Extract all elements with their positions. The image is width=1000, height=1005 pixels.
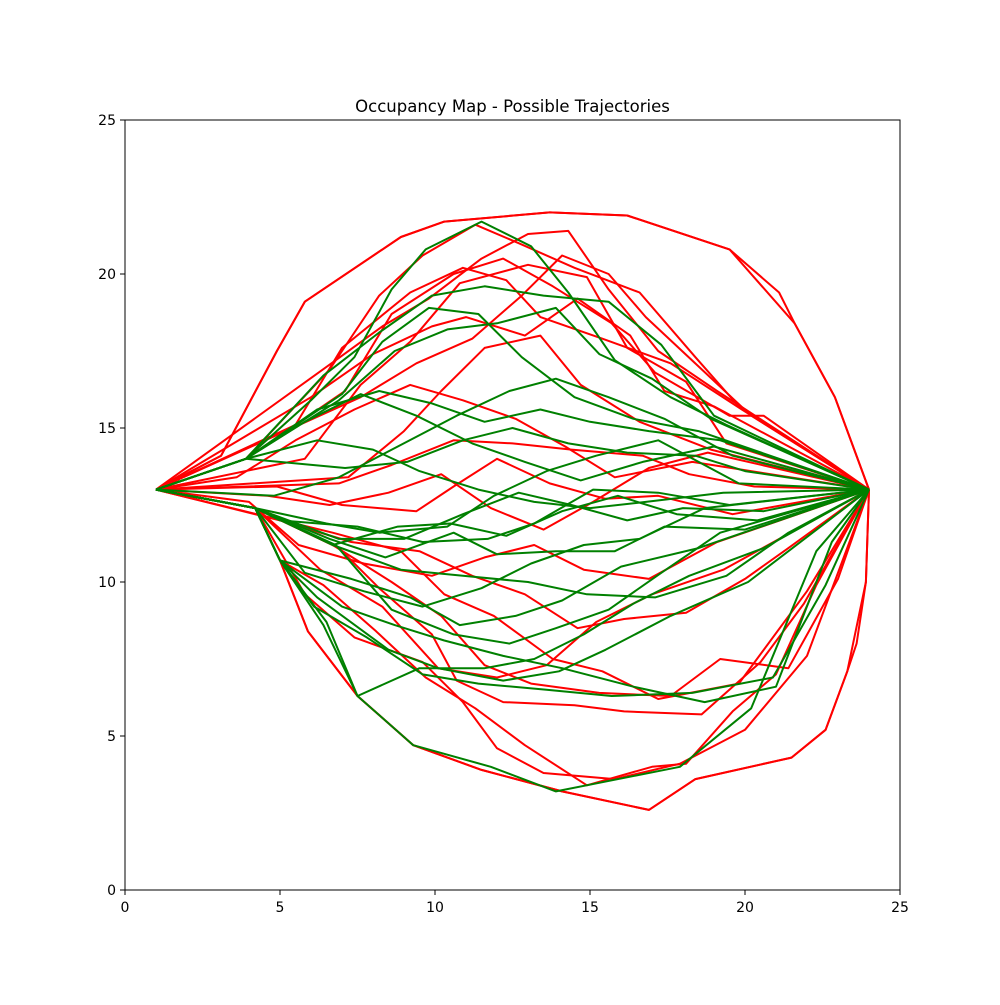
trajectory-line-red-16 — [155, 457, 870, 516]
x-tick-label: 15 — [581, 900, 599, 916]
trajectory-line-red-17 — [155, 297, 870, 491]
trajectory-line-green-47 — [155, 488, 870, 704]
plot-area — [155, 211, 870, 811]
trajectory-line-red-2 — [155, 211, 870, 491]
y-tick-label: 5 — [107, 729, 116, 745]
y-tick-label: 25 — [98, 113, 116, 129]
trajectory-line-red-20 — [155, 383, 870, 491]
x-tick-label: 0 — [121, 900, 130, 916]
trajectory-line-green-38 — [155, 488, 870, 645]
trajectory-line-red-12 — [155, 439, 870, 491]
trajectory-line-red-9 — [155, 488, 870, 787]
y-tick-label: 0 — [107, 883, 116, 899]
trajectory-line-green-35 — [155, 285, 870, 491]
trajectory-line-green-44 — [155, 439, 870, 510]
y-tick-label: 10 — [98, 575, 116, 591]
trajectory-line-red-13 — [155, 334, 870, 491]
plot-frame — [124, 119, 901, 891]
axes-layer: 0 5 10 15 20 25 0 5 10 15 20 25 — [98, 113, 909, 916]
trajectory-line-green-46 — [155, 488, 870, 540]
trajectory-line-red-4 — [155, 488, 870, 811]
trajectory-series-layer — [155, 211, 870, 811]
x-tick-label: 25 — [891, 900, 909, 916]
trajectory-line-green-41 — [155, 377, 870, 497]
trajectory-line-green-42 — [155, 488, 870, 559]
x-tick-label: 20 — [736, 900, 754, 916]
x-tick-label: 5 — [276, 900, 285, 916]
trajectory-line-green-36 — [155, 306, 870, 491]
y-tick-label: 20 — [98, 267, 116, 283]
chart-title: Occupancy Map - Possible Trajectories — [355, 97, 670, 116]
y-tick-label: 15 — [98, 421, 116, 437]
trajectory-line-red-22 — [155, 488, 870, 679]
trajectory-line-green-27 — [155, 427, 870, 491]
trajectory-line-green-37 — [155, 439, 870, 534]
trajectory-line-green-45 — [155, 306, 870, 491]
trajectory-line-red-19 — [155, 451, 870, 531]
x-tick-label: 10 — [426, 900, 444, 916]
trajectory-line-green-34 — [155, 220, 870, 491]
trajectory-line-red-24 — [155, 229, 870, 491]
trajectory-line-red-23 — [155, 254, 870, 491]
